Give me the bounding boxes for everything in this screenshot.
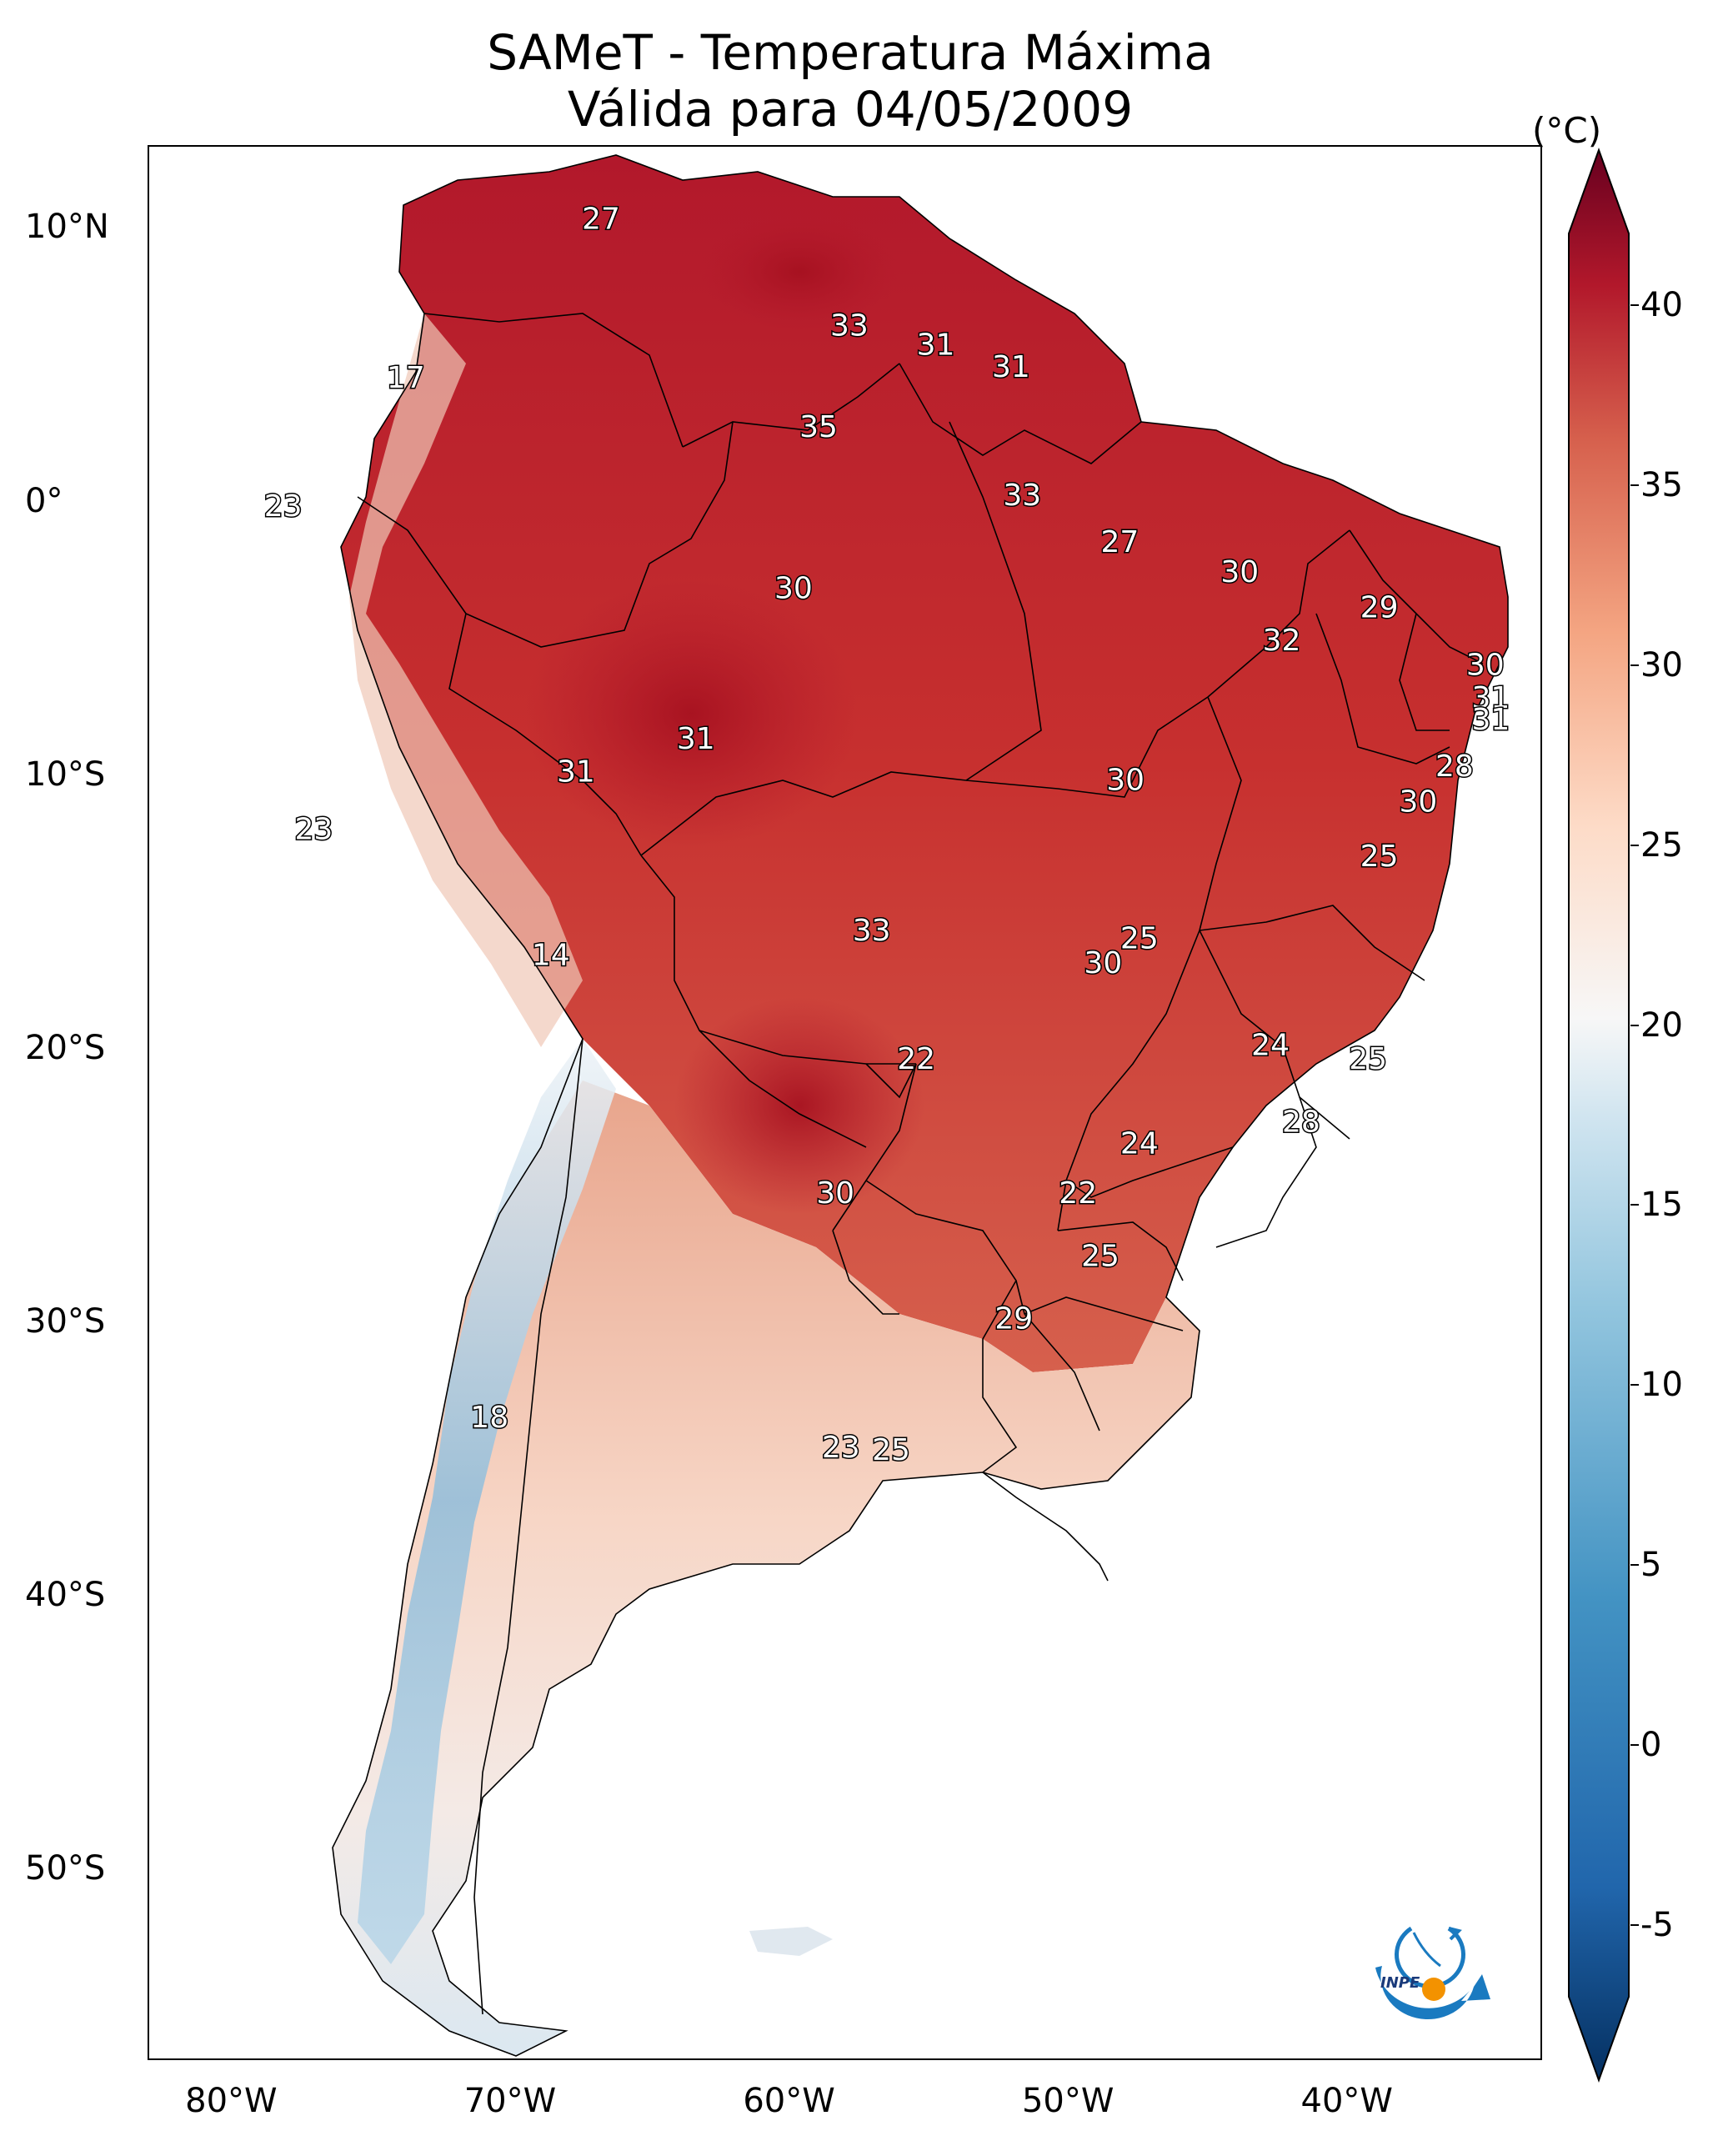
inpe-logo-arc — [1375, 1966, 1490, 2020]
temperature-label: 17 — [387, 361, 425, 395]
lon-tick-label: 50°W — [1021, 2082, 1114, 2120]
andes-cold-band — [358, 1039, 616, 1964]
temperature-label: 30 — [1084, 946, 1122, 980]
colorbar-tick-mark — [1630, 1384, 1639, 1386]
temperature-label: 29 — [1360, 591, 1399, 625]
colorbar-tick-label: -5 — [1640, 1905, 1674, 1944]
temperature-label: 25 — [1360, 840, 1399, 874]
colorbar-tick-label: 20 — [1640, 1005, 1683, 1045]
lat-tick-label: 50°S — [25, 1849, 106, 1888]
temperature-label: 24 — [1251, 1029, 1290, 1063]
temperature-label: 31 — [1472, 681, 1510, 715]
temperature-label: 30 — [1106, 763, 1144, 797]
colorbar-tick-label: 25 — [1640, 825, 1683, 865]
temperature-label: 22 — [1059, 1176, 1097, 1211]
chart-subtitle: Válida para 04/05/2009 — [567, 81, 1134, 138]
temperature-label: 32 — [1263, 624, 1301, 658]
lon-tick-label: 60°W — [743, 2082, 835, 2120]
hot-core-amazon — [524, 580, 858, 847]
temperature-label: 31 — [677, 722, 715, 756]
colorbar-tick-mark — [1630, 1564, 1639, 1567]
colorbar-tick-label: 35 — [1640, 466, 1683, 505]
map-frame: 27 33 31 31 17 35 33 23 27 30 30 29 32 30 31 31 31 28 31 30… — [148, 145, 1542, 2060]
temperature-label: 31 — [557, 755, 595, 789]
colorbar-tick-mark — [1630, 304, 1639, 307]
temperature-label: 33 — [853, 914, 891, 948]
coastline — [332, 154, 1509, 2057]
colorbar-tick-label: 5 — [1640, 1546, 1662, 1585]
temperature-label: 29 — [994, 1302, 1033, 1336]
colorbar-tick-mark — [1630, 664, 1639, 666]
temperature-label: 31 — [917, 328, 955, 363]
chart-title: SAMeT - Temperatura Máxima — [487, 24, 1214, 81]
temperature-label: 30 — [774, 572, 813, 606]
temperature-label: 23 — [295, 812, 333, 846]
colorbar-tick-mark — [1630, 1923, 1639, 1926]
temperature-label: 18 — [470, 1401, 508, 1435]
inpe-logo-dot — [1422, 1978, 1445, 2001]
andes-north-cool — [349, 313, 583, 1047]
continent-north — [341, 155, 1508, 1372]
lat-tick-label: 0° — [25, 481, 63, 520]
temperature-label: 28 — [1282, 1105, 1320, 1139]
temperature-label: 25 — [1349, 1042, 1387, 1076]
hot-core-chaco — [674, 997, 924, 1214]
country-borders — [332, 154, 1509, 2057]
temperature-label: 30 — [816, 1176, 854, 1211]
lon-tick-label: 70°W — [463, 2082, 557, 2120]
colorbar-tick-label: 0 — [1640, 1725, 1662, 1764]
colorbar — [1568, 148, 1630, 2083]
colorbar-unit: (°C) — [1532, 110, 1602, 151]
colorbar-tick-label: 30 — [1640, 645, 1683, 684]
colorbar-tick-mark — [1630, 1743, 1639, 1746]
lat-tick-label: 10°S — [25, 755, 106, 794]
temperature-label: 22 — [897, 1042, 935, 1076]
temperature-label: 30 — [1466, 648, 1505, 682]
colorbar-tick-mark — [1630, 484, 1639, 487]
temperature-label: 25 — [872, 1433, 910, 1467]
lon-tick-label: 40°W — [1300, 2082, 1393, 2120]
temperature-label: 27 — [1101, 525, 1139, 559]
colorbar-tick-label: 10 — [1640, 1366, 1683, 1405]
colorbar-bar — [1568, 148, 1630, 2083]
temperature-label: 31 — [1472, 703, 1510, 737]
colorbar-tick-mark — [1630, 1024, 1639, 1026]
temperature-label: 30 — [1220, 555, 1259, 589]
lat-tick-label: 40°S — [25, 1576, 106, 1615]
temperature-label: 33 — [1003, 479, 1041, 513]
colorbar-tick-label: 15 — [1640, 1186, 1683, 1225]
lon-tick-label: 80°W — [185, 2082, 278, 2120]
temperature-label: 27 — [582, 203, 620, 237]
temperature-label: 25 — [1120, 922, 1159, 956]
falkland-islands — [749, 1927, 833, 1956]
temperature-label: 31 — [992, 350, 1030, 384]
continent-south — [333, 1081, 1200, 2056]
temperature-label: 25 — [1081, 1239, 1119, 1273]
temperature-label: 23 — [264, 489, 303, 524]
hot-core-north — [699, 213, 899, 330]
continent-shading — [333, 155, 1508, 2056]
inpe-logo: INPE — [1375, 1926, 1490, 2020]
inpe-logo-text: INPE — [1380, 1974, 1420, 1992]
colorbar-tick-mark — [1630, 1204, 1639, 1206]
colorbar-tick-mark — [1630, 844, 1639, 846]
temperature-label: 28 — [1435, 750, 1474, 784]
temperature-label: 33 — [830, 309, 869, 343]
lat-tick-label: 20°S — [25, 1028, 106, 1067]
lat-tick-label: 30°S — [25, 1302, 106, 1341]
lat-tick-label: 10°N — [25, 208, 109, 247]
temperature-label: 30 — [1400, 785, 1438, 820]
colorbar-tick-label: 40 — [1640, 286, 1683, 325]
temperature-label: 14 — [532, 938, 570, 972]
temperature-label: 23 — [822, 1431, 860, 1465]
temperature-label: 24 — [1120, 1127, 1159, 1161]
temperature-label: 35 — [799, 410, 838, 444]
